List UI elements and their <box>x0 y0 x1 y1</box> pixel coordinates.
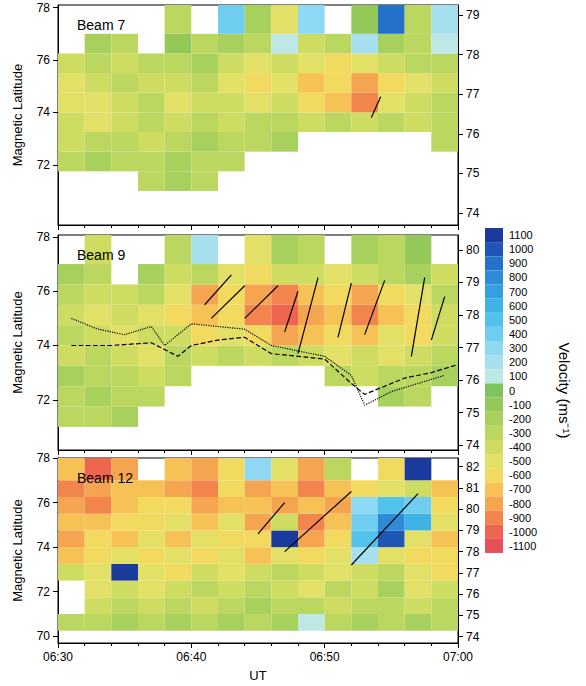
svg-text:06:40: 06:40 <box>176 650 206 664</box>
svg-text:-800: -800 <box>509 498 531 510</box>
svg-text:Beam 9: Beam 9 <box>77 247 125 263</box>
svg-text:75: 75 <box>466 166 480 180</box>
svg-text:78: 78 <box>37 1 51 15</box>
svg-text:500: 500 <box>509 314 527 326</box>
svg-text:-1000: -1000 <box>509 526 537 538</box>
svg-text:UT: UT <box>249 668 266 683</box>
svg-text:74: 74 <box>466 630 480 644</box>
svg-text:0: 0 <box>509 385 515 397</box>
svg-text:-1100: -1100 <box>509 540 536 552</box>
svg-text:Beam 12: Beam 12 <box>77 470 133 486</box>
svg-text:78: 78 <box>466 48 480 62</box>
svg-text:77: 77 <box>466 341 480 355</box>
svg-text:74: 74 <box>466 206 480 220</box>
svg-text:-200: -200 <box>509 413 531 425</box>
svg-text:600: 600 <box>509 300 527 312</box>
svg-text:79: 79 <box>466 275 480 289</box>
svg-text:-600: -600 <box>509 469 531 481</box>
svg-text:1000: 1000 <box>509 243 533 255</box>
svg-text:700: 700 <box>509 286 527 298</box>
svg-text:76: 76 <box>37 496 51 510</box>
svg-text:Magnetic Latitude: Magnetic Latitude <box>10 499 25 602</box>
svg-text:Magnetic Latitude: Magnetic Latitude <box>10 291 25 394</box>
svg-text:79: 79 <box>466 8 480 22</box>
svg-text:80: 80 <box>466 502 480 516</box>
svg-text:-400: -400 <box>509 441 531 453</box>
svg-text:800: 800 <box>509 271 527 283</box>
svg-text:-100: -100 <box>509 399 531 411</box>
svg-text:-700: -700 <box>509 483 531 495</box>
svg-text:1100: 1100 <box>509 229 533 241</box>
svg-text:74: 74 <box>37 540 51 554</box>
svg-text:78: 78 <box>37 230 51 244</box>
svg-text:76: 76 <box>37 284 51 298</box>
svg-text:Velocity (ms⁻¹): Velocity (ms⁻¹) <box>556 343 573 439</box>
svg-text:76: 76 <box>466 127 480 141</box>
svg-text:78: 78 <box>37 451 51 465</box>
svg-text:300: 300 <box>509 342 527 354</box>
svg-text:81: 81 <box>466 481 480 495</box>
svg-text:77: 77 <box>466 87 480 101</box>
svg-text:74: 74 <box>37 105 51 119</box>
svg-text:Magnetic Latitude: Magnetic Latitude <box>10 64 25 167</box>
svg-text:75: 75 <box>466 608 480 622</box>
svg-text:06:50: 06:50 <box>310 650 340 664</box>
svg-text:80: 80 <box>466 243 480 257</box>
svg-text:100: 100 <box>509 370 527 382</box>
svg-text:78: 78 <box>466 308 480 322</box>
svg-text:200: 200 <box>509 356 527 368</box>
svg-text:06:30: 06:30 <box>43 650 73 664</box>
svg-text:72: 72 <box>37 585 51 599</box>
svg-text:74: 74 <box>37 338 51 352</box>
svg-text:-500: -500 <box>509 455 531 467</box>
svg-text:-900: -900 <box>509 512 531 524</box>
svg-text:74: 74 <box>466 438 480 452</box>
svg-text:76: 76 <box>466 587 480 601</box>
svg-text:72: 72 <box>37 393 51 407</box>
svg-text:75: 75 <box>466 406 480 420</box>
svg-text:07:00: 07:00 <box>443 650 473 664</box>
svg-text:82: 82 <box>466 460 480 474</box>
svg-text:400: 400 <box>509 328 527 340</box>
svg-text:70: 70 <box>37 629 51 643</box>
svg-text:76: 76 <box>466 373 480 387</box>
svg-text:78: 78 <box>466 545 480 559</box>
svg-text:77: 77 <box>466 566 480 580</box>
svg-text:-300: -300 <box>509 427 531 439</box>
svg-text:76: 76 <box>37 53 51 67</box>
svg-text:Beam 7: Beam 7 <box>77 17 125 33</box>
svg-text:79: 79 <box>466 523 480 537</box>
svg-text:72: 72 <box>37 158 51 172</box>
svg-text:900: 900 <box>509 257 527 269</box>
